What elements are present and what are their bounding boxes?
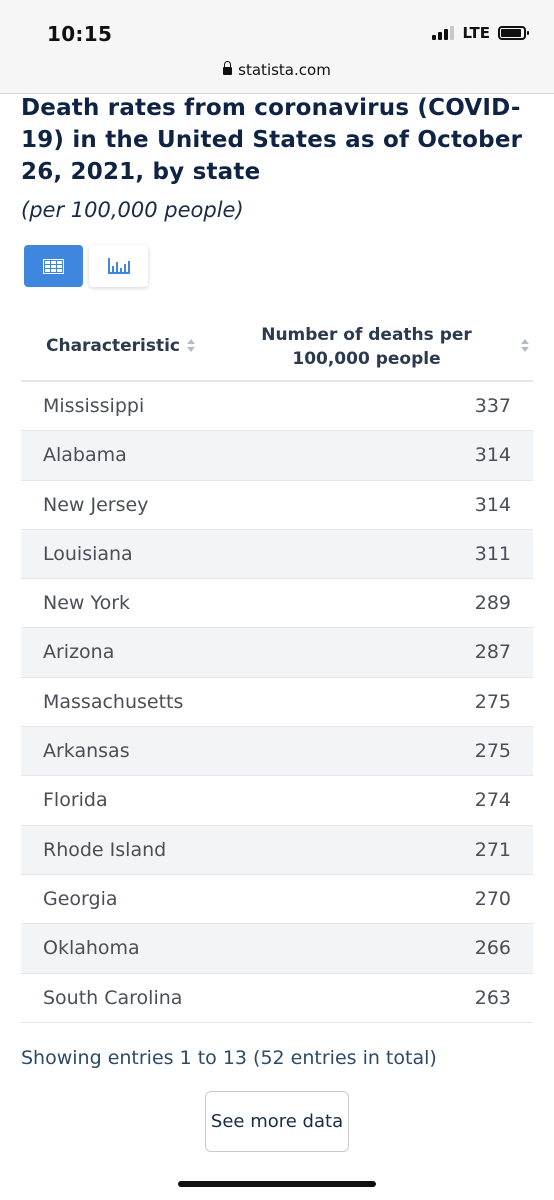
state-cell: Oklahoma bbox=[43, 937, 140, 960]
state-cell: Louisiana bbox=[43, 542, 133, 565]
deaths-value-cell: 271 bbox=[474, 838, 511, 861]
table-icon bbox=[43, 258, 64, 274]
table-row: Rhode Island 271 bbox=[21, 825, 533, 875]
table-header: Characteristic Number of deaths per 100,… bbox=[21, 312, 533, 382]
status-indicators: LTE bbox=[432, 24, 529, 42]
table-row: Massachusetts 275 bbox=[21, 678, 533, 728]
state-cell: New York bbox=[43, 592, 131, 615]
deaths-value-cell: 275 bbox=[474, 690, 511, 713]
state-cell: Florida bbox=[43, 789, 108, 812]
state-cell: Arkansas bbox=[43, 740, 130, 763]
table-row: Alabama 314 bbox=[21, 431, 533, 481]
status-time: 10:15 bbox=[47, 22, 113, 46]
deaths-value-cell: 314 bbox=[474, 493, 511, 516]
table-row: Oklahoma 266 bbox=[21, 924, 533, 974]
deaths-value-cell: 266 bbox=[474, 937, 511, 960]
deaths-value-cell: 287 bbox=[474, 641, 511, 664]
page-title: Death rates from coronavirus (COVID-19) … bbox=[21, 95, 523, 185]
page-subtitle: (per 100,000 people) bbox=[21, 198, 244, 222]
deaths-value-cell: 263 bbox=[474, 986, 511, 1009]
status-and-url-bar: 10:15 LTE statista.com bbox=[0, 0, 554, 94]
signal-icon bbox=[432, 26, 455, 40]
address-bar[interactable]: statista.com bbox=[0, 61, 554, 79]
deaths-value-cell: 311 bbox=[474, 542, 511, 565]
table-row: Arizona 287 bbox=[21, 628, 533, 678]
deaths-value-cell: 314 bbox=[474, 444, 511, 467]
table-row: New York 289 bbox=[21, 579, 533, 629]
battery-icon bbox=[498, 26, 529, 40]
state-cell: Alabama bbox=[43, 444, 127, 467]
column-header-characteristic[interactable]: Characteristic bbox=[46, 336, 196, 356]
table-row: Arkansas 275 bbox=[21, 727, 533, 777]
sort-icon[interactable] bbox=[520, 339, 530, 353]
chart-view-button[interactable] bbox=[89, 245, 148, 287]
state-cell: South Carolina bbox=[43, 986, 183, 1009]
home-indicator[interactable] bbox=[178, 1181, 376, 1187]
bar-chart-icon bbox=[107, 258, 130, 274]
table-row: Florida 274 bbox=[21, 776, 533, 826]
column-header-deaths[interactable]: Number of deaths per 100,000 people bbox=[261, 325, 472, 369]
deaths-value-cell: 274 bbox=[474, 789, 511, 812]
table-row: Louisiana 311 bbox=[21, 529, 533, 580]
state-cell: Georgia bbox=[43, 887, 118, 910]
url-text: statista.com bbox=[238, 61, 331, 79]
table-row: Mississippi 337 bbox=[21, 382, 533, 432]
pagination-info: Showing entries 1 to 13 (52 entries in t… bbox=[21, 1047, 437, 1069]
table-body: Mississippi 337 Alabama 314 New Jersey 314 Lou… bbox=[21, 382, 533, 1023]
state-cell: Mississippi bbox=[43, 395, 145, 417]
state-cell: New Jersey bbox=[43, 493, 149, 516]
state-cell: Massachusetts bbox=[43, 690, 184, 713]
lock-icon bbox=[223, 61, 233, 75]
network-label: LTE bbox=[462, 24, 490, 42]
table-row: New Jersey 314 bbox=[21, 481, 533, 530]
state-cell: Arizona bbox=[43, 641, 115, 664]
table-row: South Carolina 263 bbox=[21, 974, 533, 1023]
deaths-value-cell: 289 bbox=[474, 592, 511, 615]
deaths-value-cell: 275 bbox=[474, 740, 511, 763]
see-more-data-button[interactable]: See more data bbox=[205, 1091, 349, 1152]
state-cell: Rhode Island bbox=[43, 838, 167, 861]
table-row: Georgia 270 bbox=[21, 875, 533, 925]
table-view-button[interactable] bbox=[24, 245, 83, 287]
deaths-value-cell: 337 bbox=[474, 395, 511, 417]
sort-icon[interactable] bbox=[186, 339, 196, 353]
data-table: Characteristic Number of deaths per 100,… bbox=[21, 312, 533, 1023]
deaths-value-cell: 270 bbox=[474, 887, 511, 910]
